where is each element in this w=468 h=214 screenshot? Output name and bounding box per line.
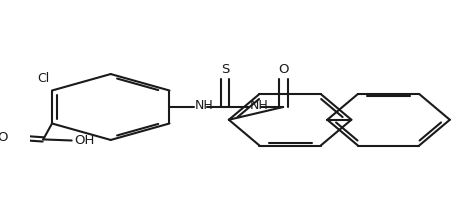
Text: OH: OH: [74, 134, 94, 147]
Text: S: S: [221, 63, 229, 76]
Text: Cl: Cl: [37, 72, 50, 85]
Text: O: O: [278, 63, 288, 76]
Text: NH: NH: [194, 100, 213, 112]
Text: NH: NH: [250, 100, 269, 112]
Text: O: O: [0, 131, 7, 144]
